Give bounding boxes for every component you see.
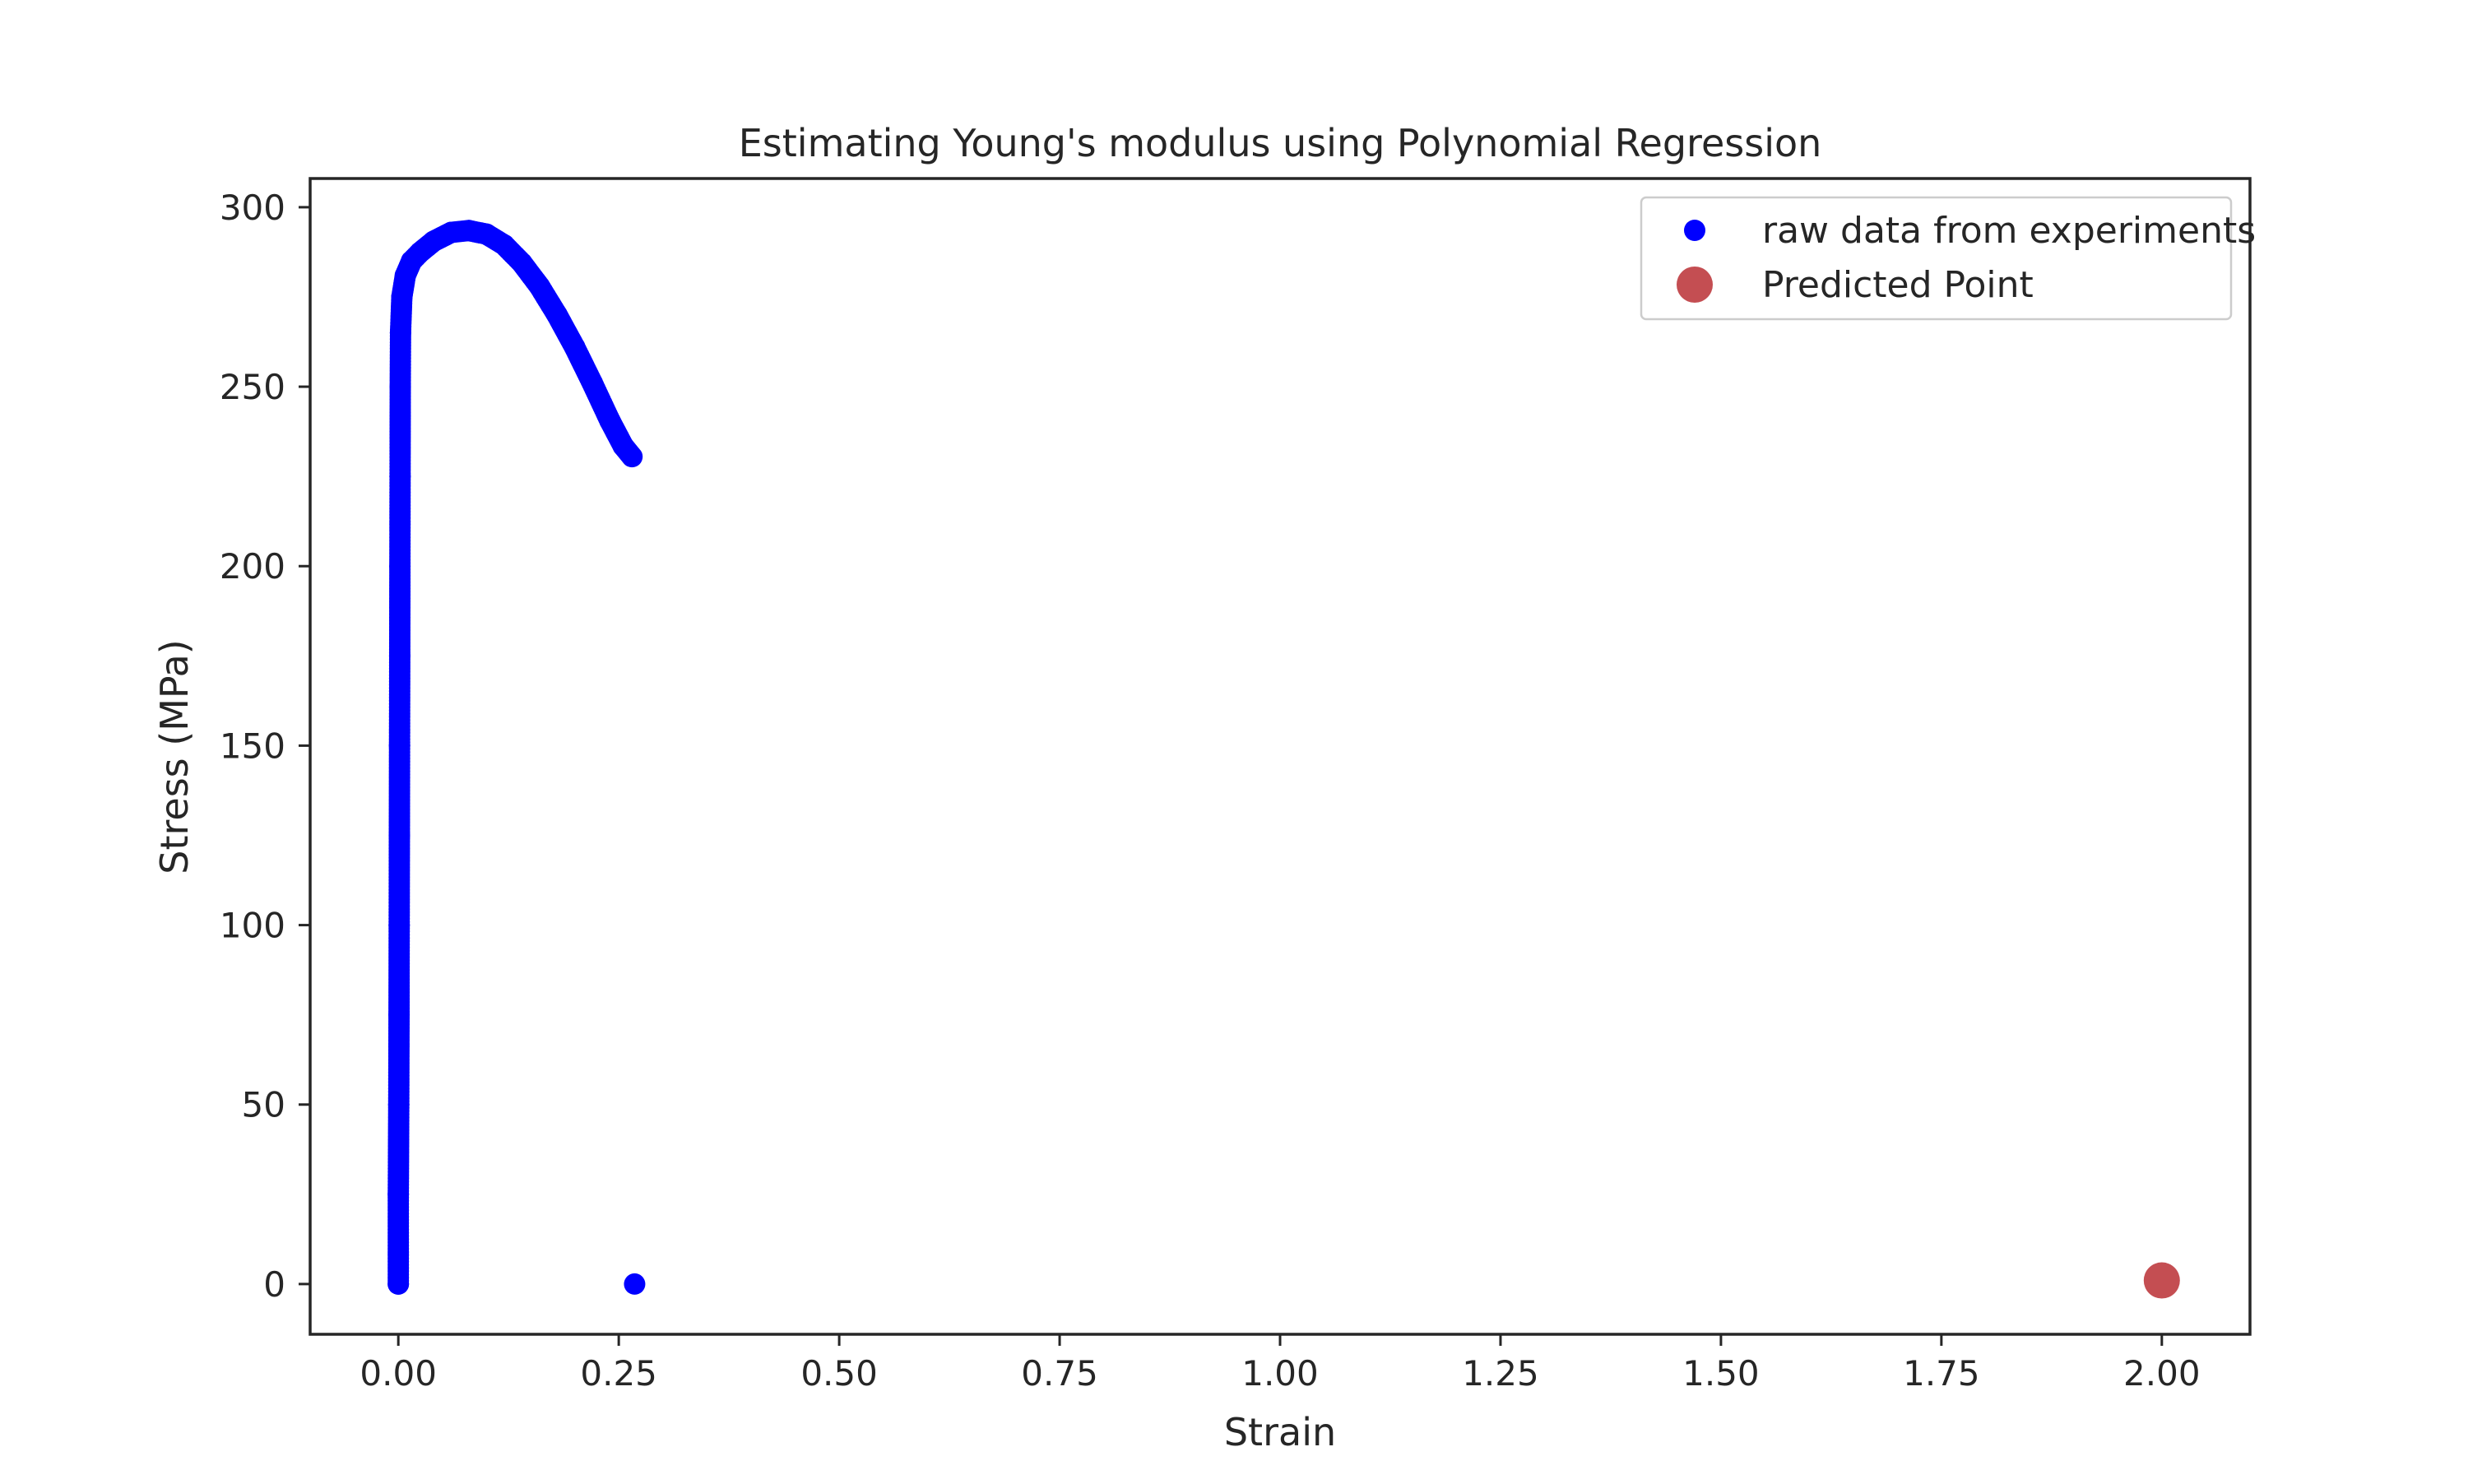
- raw-data-point: [388, 1004, 411, 1026]
- x-tick-label: 2.00: [2123, 1353, 2201, 1394]
- raw-data-point: [528, 275, 550, 297]
- y-tick-label: 250: [220, 367, 285, 407]
- legend-marker-predicted-point: [1677, 267, 1713, 303]
- x-tick-label: 1.75: [1903, 1353, 1980, 1394]
- raw-data-point: [564, 336, 586, 359]
- raw-data-point: [389, 466, 411, 488]
- raw-data-point: [624, 1273, 646, 1295]
- y-tick-label: 100: [220, 906, 285, 946]
- x-tick-label: 0.50: [800, 1353, 878, 1394]
- legend: raw data from experiments Predicted Poin…: [1640, 196, 2256, 321]
- y-tick-label: 300: [220, 188, 285, 228]
- legend-label-predicted-point: Predicted Point: [1762, 264, 2034, 306]
- raw-data-point: [621, 446, 643, 468]
- x-tick-label: 0.75: [1021, 1353, 1098, 1394]
- x-tick-label: 0.25: [580, 1353, 657, 1394]
- raw-data-point: [387, 1183, 410, 1205]
- raw-data-point: [599, 410, 621, 432]
- raw-data-point: [440, 221, 462, 243]
- raw-data-point: [511, 252, 533, 274]
- raw-data-point: [457, 220, 480, 242]
- y-axis-label: Stress (MPa): [152, 639, 197, 874]
- chart-title: Estimating Young's modulus using Polynom…: [739, 121, 1822, 165]
- y-tick-label: 50: [242, 1085, 285, 1125]
- raw-data-point: [388, 824, 411, 846]
- series-raw-data: [387, 220, 646, 1295]
- plot-area-frame: [308, 177, 2252, 1336]
- raw-data-point: [493, 234, 515, 256]
- x-tick-label: 1.25: [1462, 1353, 1539, 1394]
- raw-data-point: [388, 735, 411, 757]
- x-axis-ticks: 0.00 0.25 0.50 0.75 1.00 1.25 1.50 1.75 2.00: [360, 1334, 2201, 1394]
- x-tick-label: 1.50: [1682, 1353, 1760, 1394]
- raw-data-point: [389, 376, 411, 398]
- legend-marker-raw-data: [1684, 220, 1705, 241]
- raw-data-point: [546, 304, 568, 326]
- y-tick-label: 200: [220, 546, 285, 587]
- raw-data-point: [387, 1093, 410, 1115]
- raw-data-point: [389, 555, 411, 577]
- raw-data-point: [391, 285, 413, 308]
- x-tick-label: 0.00: [360, 1353, 437, 1394]
- raw-data-point: [387, 1273, 410, 1295]
- raw-data-point: [423, 230, 445, 253]
- raw-data-point: [581, 372, 603, 394]
- data-layer: [387, 220, 2180, 1299]
- x-tick-label: 1.00: [1241, 1353, 1319, 1394]
- raw-data-point: [476, 223, 498, 245]
- raw-data-point: [388, 914, 411, 936]
- series-predicted-point: [2143, 1262, 2180, 1299]
- legend-frame: [1640, 196, 2233, 321]
- legend-label-raw-data: raw data from experiments: [1762, 210, 2256, 252]
- predicted-point: [2143, 1262, 2180, 1299]
- y-tick-label: 0: [263, 1264, 285, 1305]
- y-tick-label: 150: [220, 726, 285, 766]
- raw-data-point: [389, 322, 411, 344]
- x-axis-label: Strain: [1224, 1410, 1336, 1454]
- y-axis-ticks: 0 50 100 150 200 250 300: [220, 188, 310, 1305]
- raw-data-point: [388, 645, 411, 667]
